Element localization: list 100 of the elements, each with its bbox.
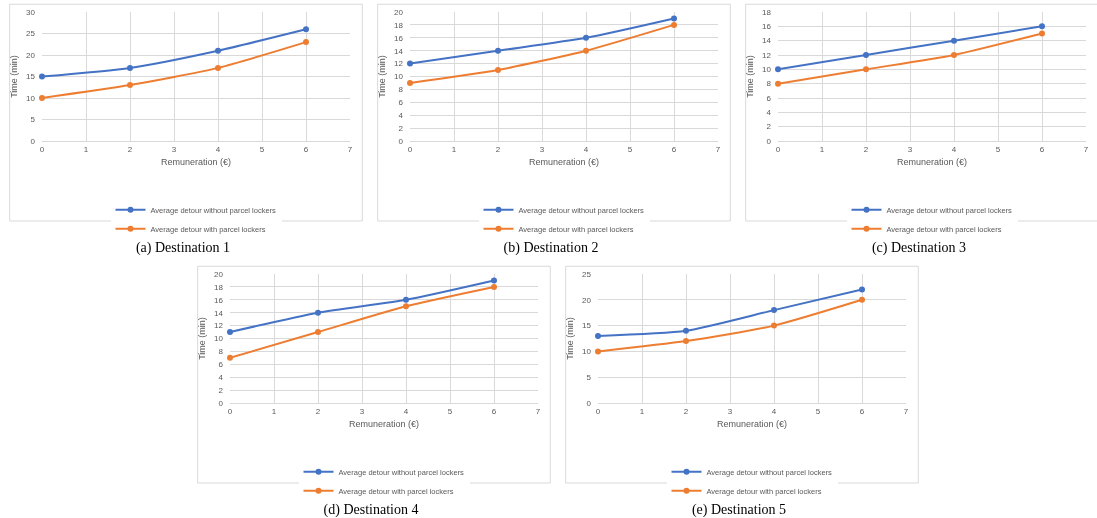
point [863, 66, 869, 73]
point [683, 327, 689, 334]
y-tick-label: 14 [762, 36, 772, 46]
y-tick-label: 10 [26, 93, 36, 103]
x-tick-label: 1 [819, 144, 825, 154]
x-tick-label: 2 [495, 144, 501, 154]
y-tick-label: 4 [398, 111, 404, 120]
y-tick-label: 2 [398, 123, 404, 133]
point [215, 64, 221, 71]
point [859, 296, 865, 303]
point [315, 329, 321, 336]
point [775, 66, 781, 73]
point [491, 277, 497, 284]
x-tick-label: 0 [775, 144, 781, 154]
x-tick-label: 4 [951, 144, 957, 154]
y-tick-label: 16 [214, 295, 224, 305]
point [39, 95, 45, 101]
y-tick-label: 5 [586, 373, 592, 382]
x-tick-label: 0 [407, 144, 413, 154]
point [583, 34, 589, 41]
x-tick-label: 7 [347, 144, 353, 154]
point [407, 79, 413, 86]
y-tick-label: 18 [762, 7, 772, 17]
x-tick-label: 6 [671, 144, 677, 154]
x-tick-label: 3 [539, 144, 545, 154]
point [227, 329, 233, 336]
point [951, 37, 957, 44]
y-tick-label: 16 [762, 22, 772, 32]
point [583, 47, 589, 54]
x-tick-label: 1 [83, 144, 89, 154]
point [303, 26, 309, 33]
y-tick-label: 4 [218, 373, 224, 382]
point [403, 303, 409, 310]
y-tick-label: 25 [26, 29, 36, 39]
x-tick-label: 3 [359, 406, 365, 416]
point [127, 82, 133, 89]
y-tick-label: 6 [398, 98, 404, 108]
y-tick-label: 2 [766, 122, 772, 132]
x-axis-title: Remuneration (€) [348, 419, 420, 430]
x-tick-label: 3 [727, 406, 733, 416]
y-tick-label: 8 [766, 79, 772, 89]
y-tick-label: 10 [394, 72, 404, 82]
point [315, 309, 321, 316]
y-axis-title: Time (min) [377, 55, 388, 98]
x-tick-label: 5 [627, 144, 633, 154]
y-tick-label: 0 [766, 136, 772, 146]
point [127, 64, 133, 71]
y-tick-label: 4 [766, 108, 772, 118]
x-axis-title: Remuneration (€) [716, 419, 788, 430]
x-axis-title: Remuneration (€) [160, 157, 232, 168]
x-tick-label: 6 [1039, 144, 1045, 154]
y-tick-label: 14 [214, 308, 224, 318]
y-tick-label: 18 [394, 20, 404, 30]
x-axis-title: Remuneration (€) [896, 157, 968, 168]
point [859, 286, 865, 293]
x-tick-label: 3 [171, 144, 177, 154]
y-tick-label: 6 [766, 93, 772, 103]
point [951, 52, 957, 58]
x-tick-label: 5 [447, 406, 453, 416]
y-tick-label: 12 [394, 59, 404, 69]
x-tick-label: 6 [491, 406, 497, 416]
y-tick-label: 14 [394, 46, 404, 56]
point [771, 322, 777, 329]
y-tick-label: 2 [218, 385, 224, 395]
x-tick-label: 6 [303, 144, 309, 154]
y-tick-label: 8 [218, 347, 224, 357]
y-tick-label: 0 [586, 398, 592, 408]
y-tick-label: 20 [214, 269, 224, 279]
x-tick-label: 0 [595, 406, 601, 416]
y-tick-label: 20 [394, 7, 404, 17]
y-tick-label: 20 [582, 295, 592, 305]
x-tick-label: 2 [863, 144, 869, 154]
x-tick-label: 7 [535, 406, 541, 416]
y-tick-label: 18 [214, 282, 224, 292]
y-tick-label: 20 [26, 50, 36, 60]
point [671, 21, 677, 28]
x-tick-label: 7 [1083, 144, 1089, 154]
point [595, 332, 601, 339]
y-tick-label: 8 [398, 85, 404, 95]
point [491, 283, 497, 290]
point [595, 348, 601, 355]
y-tick-label: 0 [398, 136, 404, 146]
y-tick-label: 15 [582, 321, 592, 331]
point [215, 47, 221, 54]
x-tick-label: 0 [227, 406, 233, 416]
y-tick-label: 12 [762, 50, 772, 60]
text: (b) Destination 2 [503, 240, 599, 257]
point [303, 39, 309, 46]
point [495, 47, 501, 54]
point [403, 296, 409, 303]
y-tick-label: 15 [26, 72, 36, 82]
y-tick-label: 10 [582, 347, 592, 357]
point [775, 80, 781, 87]
y-tick-label: 30 [26, 7, 36, 17]
point [863, 52, 869, 58]
y-tick-label: 0 [30, 136, 36, 146]
point [771, 307, 777, 314]
point [1039, 23, 1045, 30]
y-tick-label: 10 [762, 65, 772, 75]
point [39, 73, 45, 80]
